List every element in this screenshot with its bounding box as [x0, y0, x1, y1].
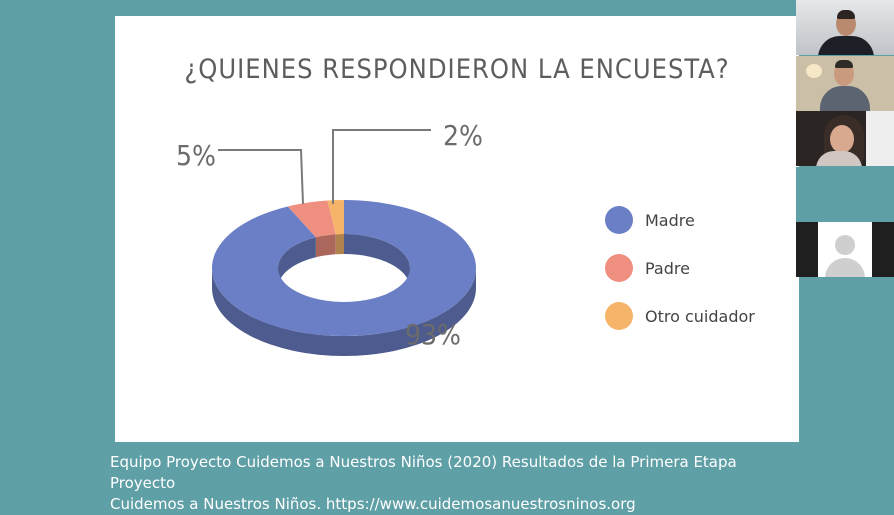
presentation-slide: ¿QUIENES RESPONDIERON LA ENCUESTA? 93% 5%…	[115, 16, 799, 442]
participant-video-3[interactable]	[796, 111, 894, 166]
legend-item-padre: Padre	[605, 254, 755, 282]
slice-otro-cuidador	[327, 200, 344, 235]
leader-line-otro-cuidador	[332, 129, 431, 204]
legend-item-madre: Madre	[605, 206, 755, 234]
slice-padre	[287, 200, 336, 238]
user-avatar-icon	[835, 235, 855, 255]
slice-inner-madre	[278, 237, 316, 288]
legend-swatch	[605, 254, 633, 282]
leader-line-padre	[218, 149, 304, 205]
legend-swatch	[605, 302, 633, 330]
data-label-padre: 5%	[176, 139, 216, 172]
slice-inner-otro-cuidador	[335, 234, 344, 255]
donut-chart: 93% 5% 2%	[176, 119, 483, 356]
participant-video-2[interactable]	[796, 56, 894, 111]
donut-top-faces	[211, 200, 477, 336]
slice-side-madre	[212, 268, 476, 356]
donut-side-walls	[212, 268, 476, 356]
donut-inner-walls	[278, 234, 410, 288]
slide-caption: Equipo Proyecto Cuidemos a Nuestros Niño…	[110, 452, 800, 515]
legend-label: Padre	[645, 258, 690, 278]
participant-video-off[interactable]	[796, 222, 894, 277]
participant-panel	[796, 0, 894, 280]
data-label-otro-cuidador: 2%	[443, 119, 483, 152]
legend-item-otro-cuidador: Otro cuidador	[605, 302, 755, 330]
participant-video-1[interactable]	[796, 0, 894, 55]
legend-label: Otro cuidador	[645, 306, 755, 326]
caption-line-1: Equipo Proyecto Cuidemos a Nuestros Niño…	[110, 453, 737, 492]
slice-inner-padre	[315, 234, 336, 258]
legend-label: Madre	[645, 210, 695, 230]
caption-line-2: Cuidemos a Nuestros Niños. https://www.c…	[110, 495, 636, 513]
participant-slot-empty	[796, 167, 894, 222]
data-label-madre: 93%	[405, 318, 461, 351]
chart-legend: Madre Padre Otro cuidador	[605, 206, 755, 350]
legend-swatch	[605, 206, 633, 234]
slice-madre	[211, 200, 477, 336]
slice-inner-madre	[344, 234, 410, 288]
slide-title: ¿QUIENES RESPONDIERON LA ENCUESTA?	[184, 54, 730, 85]
